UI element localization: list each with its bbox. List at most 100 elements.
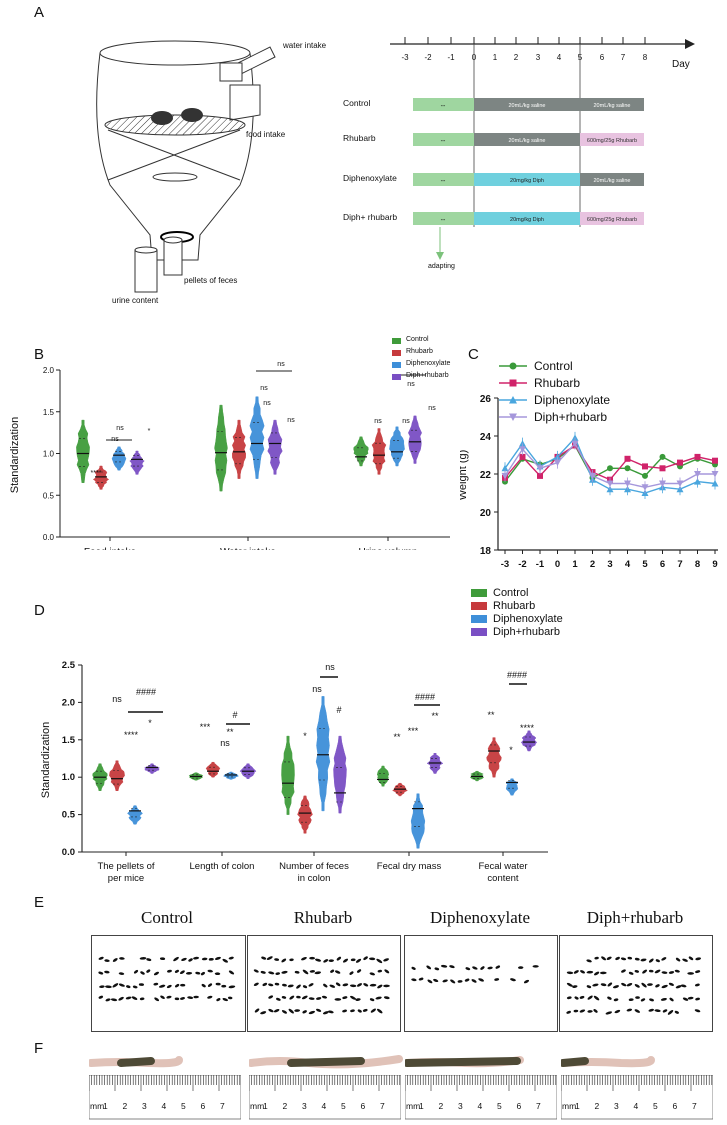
fecal-pellet bbox=[146, 969, 151, 973]
fecal-pellet bbox=[268, 971, 275, 975]
fecal-pellet bbox=[228, 985, 236, 989]
fecal-pellet bbox=[635, 996, 640, 999]
significance-annotation: ns bbox=[407, 381, 415, 388]
legend-swatch bbox=[471, 589, 487, 597]
timeline-row-label: Diphenoxylate bbox=[343, 173, 397, 183]
fecal-pellet bbox=[667, 1010, 674, 1015]
panel-label-f: F bbox=[34, 1040, 44, 1057]
fecal-pellet bbox=[160, 995, 165, 1000]
fecal-pellet bbox=[216, 998, 221, 1002]
fecal-pellet bbox=[289, 995, 295, 1000]
fecal-pellet bbox=[119, 957, 125, 960]
fecal-pellet bbox=[253, 982, 259, 986]
fecal-pellet bbox=[418, 977, 424, 981]
fecal-pellet bbox=[187, 996, 194, 999]
fecal-pellet bbox=[112, 983, 119, 988]
ruler-number: 2 bbox=[594, 1101, 600, 1111]
fecal-pellet bbox=[104, 970, 110, 974]
fecal-pellet bbox=[426, 965, 432, 970]
post-label: 20mL/kg saline bbox=[594, 103, 631, 109]
fecal-pellet bbox=[375, 996, 382, 1000]
fecal-pellet bbox=[579, 1009, 586, 1013]
pre-treatment-bar bbox=[413, 133, 474, 146]
fecal-pellet bbox=[207, 995, 213, 999]
fecal-pellet bbox=[695, 957, 702, 961]
legend-swatch bbox=[471, 615, 487, 623]
data-point bbox=[711, 471, 719, 478]
violin-diphenoxylate bbox=[505, 778, 519, 796]
x-tick-label: -2 bbox=[518, 559, 526, 570]
fecal-pellet bbox=[587, 1010, 593, 1013]
fecal-pellet bbox=[641, 982, 647, 988]
data-point bbox=[694, 453, 701, 460]
fecal-pellet bbox=[478, 978, 484, 982]
fecal-pellet bbox=[132, 985, 138, 989]
fecal-pellet bbox=[480, 966, 485, 970]
violin-control bbox=[281, 735, 295, 815]
ruler-number: 3 bbox=[458, 1101, 463, 1111]
fecal-pellet bbox=[334, 970, 341, 974]
fecal-pellet bbox=[654, 1009, 661, 1012]
fecal-pellet bbox=[98, 956, 104, 960]
fecal-pellet bbox=[322, 1011, 329, 1015]
fecal-pellet bbox=[369, 983, 377, 987]
fecal-pellet bbox=[296, 984, 301, 989]
fecal-pellet bbox=[634, 970, 639, 973]
day-tick-label: 3 bbox=[536, 53, 541, 62]
violin-diphrhubarb bbox=[129, 450, 145, 475]
fecal-pellet bbox=[215, 982, 221, 986]
day-tick-label: -1 bbox=[447, 53, 455, 62]
colon-feces bbox=[117, 1057, 155, 1067]
fecal-pellet bbox=[167, 969, 172, 973]
fecal-pellet bbox=[694, 983, 700, 987]
y-tick-label: 0.5 bbox=[62, 810, 76, 821]
treatment-bar bbox=[474, 133, 580, 146]
data-point bbox=[607, 465, 613, 472]
legend-label: Diphenoxylate bbox=[534, 393, 611, 407]
fecal-pellet bbox=[309, 956, 315, 960]
fecal-pellet bbox=[680, 984, 687, 988]
x-tick-label-line: Length of colon bbox=[190, 861, 255, 872]
significance-annotation: ** bbox=[487, 710, 495, 720]
pellet-photo bbox=[253, 956, 390, 1015]
fecal-pellet bbox=[450, 979, 456, 984]
fecal-pellet bbox=[384, 969, 390, 974]
fecal-pellet bbox=[457, 980, 463, 983]
y-axis-label: Standardization bbox=[9, 417, 21, 493]
fecal-pellet bbox=[262, 982, 268, 986]
fecal-pellet bbox=[173, 956, 179, 962]
panel-label-c: C bbox=[468, 346, 479, 363]
ruler bbox=[405, 1075, 557, 1120]
fecal-pellet bbox=[335, 982, 341, 987]
fecal-pellet bbox=[323, 959, 329, 963]
x-tick-label: -1 bbox=[536, 559, 545, 570]
fecal-pellet bbox=[642, 969, 648, 974]
pellet-photo-frame bbox=[247, 935, 401, 1032]
violin-rhubarb bbox=[205, 761, 221, 778]
fecal-pellet bbox=[275, 972, 280, 975]
fecal-pellet bbox=[273, 1009, 280, 1013]
legend-label: Rhubarb bbox=[534, 376, 581, 390]
fecal-pellet bbox=[687, 972, 694, 975]
x-tick-label: 8 bbox=[695, 559, 700, 570]
violin-diphenoxylate bbox=[249, 396, 265, 479]
data-point bbox=[606, 480, 614, 487]
fecal-pellet bbox=[281, 1010, 288, 1014]
fecal-pellet bbox=[517, 966, 524, 969]
fecal-pellet bbox=[208, 958, 214, 961]
significance-annotation: * bbox=[509, 745, 513, 755]
mid-label: 20mg/kg Diph bbox=[510, 217, 544, 223]
fecal-pellet bbox=[572, 985, 578, 988]
data-point bbox=[624, 465, 631, 472]
ruler-number: 6 bbox=[672, 1101, 678, 1111]
fecal-pellet bbox=[350, 1009, 355, 1013]
fecal-pellet bbox=[342, 1009, 347, 1013]
fecal-pellet bbox=[383, 996, 390, 1000]
fecal-pellet bbox=[302, 1010, 307, 1014]
fecal-pellet bbox=[315, 958, 322, 962]
fecal-pellet bbox=[200, 971, 205, 976]
ruler bbox=[89, 1075, 241, 1120]
legend-symbol bbox=[509, 413, 517, 421]
fecal-pellet bbox=[411, 978, 417, 982]
fecal-pellet bbox=[174, 997, 180, 1001]
